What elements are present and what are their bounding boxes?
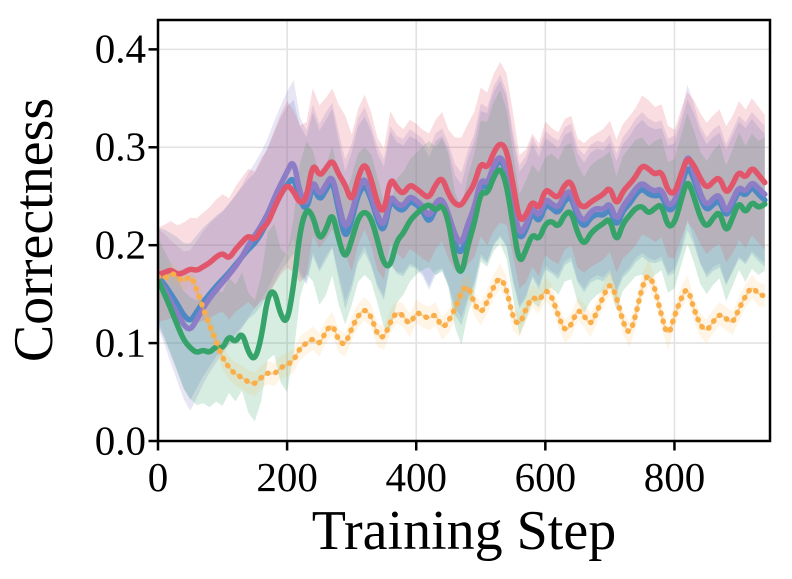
y-tick-label: 0.0 [94, 417, 146, 464]
x-tick-label: 600 [514, 454, 577, 500]
line-orange [158, 271, 768, 387]
x-tick-label: 400 [385, 454, 447, 500]
y-tick-label: 0.1 [94, 319, 146, 366]
y-tick-label: 0.3 [94, 123, 146, 170]
axes-spines [156, 18, 772, 443]
y-tick-label: 0.4 [94, 25, 146, 72]
y-tick-label: 0.2 [94, 221, 146, 268]
x-tick-label: 200 [256, 454, 318, 500]
band-red [158, 62, 765, 324]
x-axis-label: Training Step [311, 500, 617, 562]
line-purple [158, 155, 768, 332]
x-tick-label: 0 [147, 454, 169, 500]
line-red [158, 141, 768, 278]
x-tick-label: 800 [643, 454, 706, 500]
line-green [158, 167, 768, 361]
plot-area [158, 62, 768, 422]
